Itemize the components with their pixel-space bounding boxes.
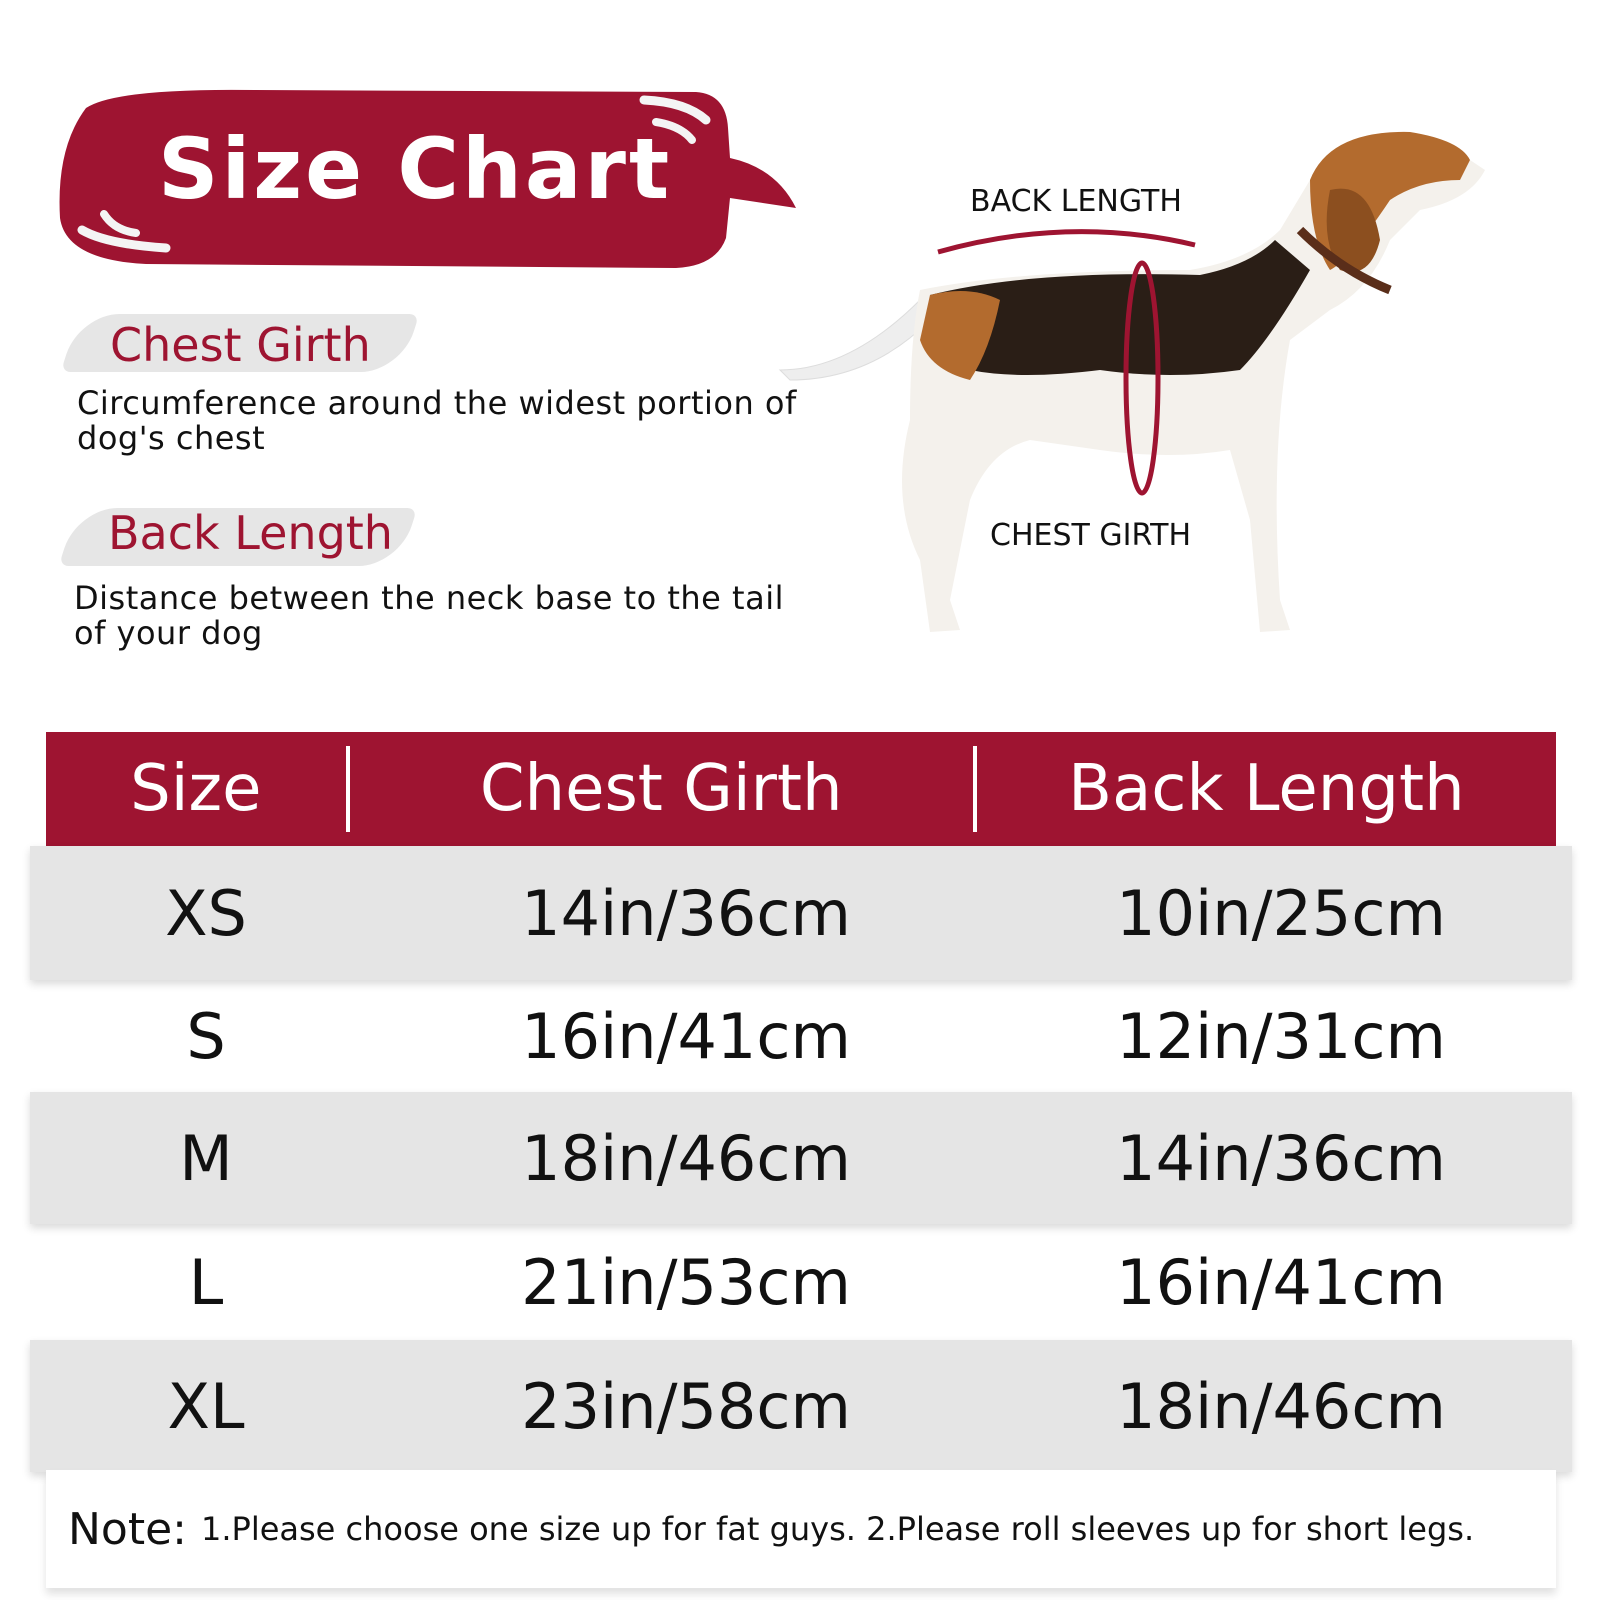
- header-back-length: Back Length: [1068, 752, 1465, 826]
- cell-back: 10in/25cm: [1116, 876, 1446, 950]
- table-row: L 21in/53cm 16in/41cm: [46, 1224, 1556, 1340]
- dog-illustration: [778, 131, 1485, 632]
- header-size: Size: [130, 752, 262, 826]
- cell-size: L: [188, 1245, 224, 1319]
- chest-girth-label: CHEST GIRTH: [990, 518, 1192, 553]
- cell-size: S: [186, 999, 226, 1073]
- cell-chest: 18in/46cm: [521, 1121, 851, 1195]
- cell-chest: 23in/58cm: [521, 1369, 851, 1443]
- cell-chest: 21in/53cm: [521, 1245, 851, 1319]
- note-box: Note: 1.Please choose one size up for fa…: [46, 1470, 1556, 1588]
- cell-chest: 14in/36cm: [521, 876, 851, 950]
- cell-size: M: [179, 1121, 233, 1195]
- cell-back: 12in/31cm: [1116, 999, 1446, 1073]
- cell-size: XS: [165, 876, 247, 950]
- back-length-description: Distance between the neck base to the ta…: [74, 579, 784, 652]
- cell-back: 16in/41cm: [1116, 1245, 1446, 1319]
- chest-girth-description: Circumference around the widest portion …: [77, 384, 797, 457]
- table-header: Size Chest Girth Back Length: [46, 732, 1556, 846]
- table-row: XS 14in/36cm 10in/25cm: [30, 846, 1572, 980]
- header-chest-girth: Chest Girth: [479, 752, 843, 826]
- note-text: 1.Please choose one size up for fat guys…: [200, 1510, 1475, 1548]
- header-divider: [345, 746, 350, 832]
- header-divider: [972, 746, 977, 832]
- cell-back: 18in/46cm: [1116, 1369, 1446, 1443]
- table-row: M 18in/46cm 14in/36cm: [30, 1092, 1572, 1224]
- size-table: Size Chest Girth Back Length XS 14in/36c…: [30, 732, 1572, 1472]
- chest-girth-title: Chest Girth: [110, 318, 371, 372]
- title-banner: [59, 89, 796, 269]
- cell-size: XL: [167, 1369, 245, 1443]
- table-row: XL 23in/58cm 18in/46cm: [30, 1340, 1572, 1472]
- page-title: Size Chart: [158, 120, 673, 218]
- back-length-title: Back Length: [108, 506, 393, 560]
- note-label: Note:: [68, 1503, 187, 1555]
- back-length-label: BACK LENGTH: [970, 184, 1182, 219]
- cell-chest: 16in/41cm: [521, 999, 851, 1073]
- table-row: S 16in/41cm 12in/31cm: [46, 980, 1556, 1092]
- cell-back: 14in/36cm: [1116, 1121, 1446, 1195]
